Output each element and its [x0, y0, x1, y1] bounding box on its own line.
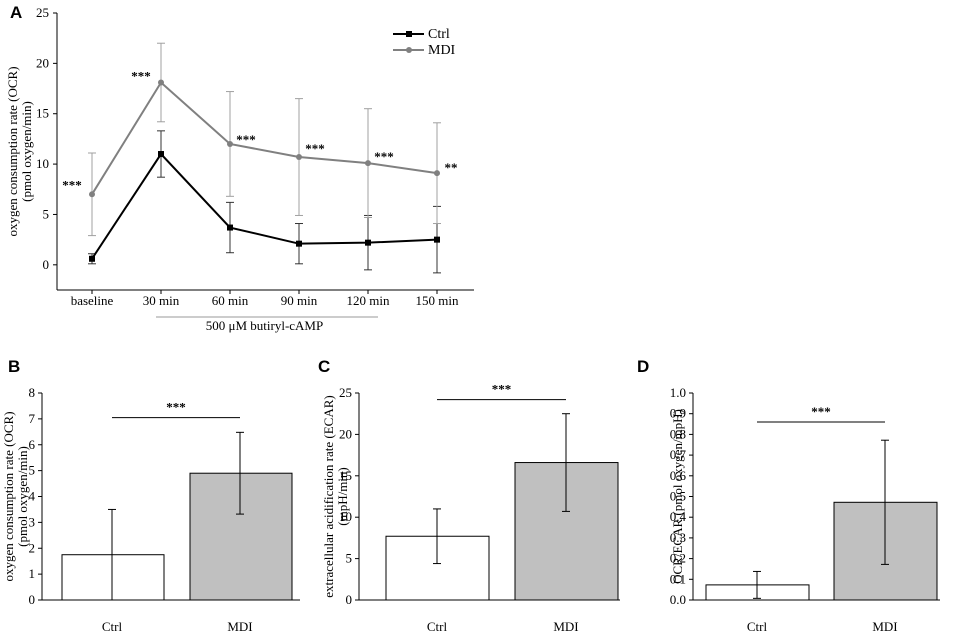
c-y-axis-title: extracellular acidification rate (ECAR) — [321, 395, 336, 597]
a-ctrl-point — [227, 224, 233, 231]
c-y-tick-label: 10 — [339, 509, 352, 524]
c-bar-mdi — [514, 462, 619, 601]
a-legend-mdi-marker — [406, 47, 412, 53]
c-significance-marker: *** — [492, 382, 512, 397]
b-x-tick-label: MDI — [227, 619, 252, 633]
a-x-tick-label: 150 min — [416, 293, 459, 308]
d-y-tick-label: 0.5 — [670, 489, 686, 504]
a-legend-mdi-label: MDI — [428, 43, 456, 58]
c-y-tick-label: 20 — [339, 426, 352, 441]
b-y-axis-title-2: (pmol oxygen/min) — [15, 446, 30, 547]
a-ctrl-point — [434, 236, 440, 243]
a-legend-ctrl-marker — [406, 31, 412, 37]
a-treatment-label: 500 μM butiryl-cAMP — [206, 318, 323, 333]
a-ctrl-point — [296, 240, 302, 247]
panel-label-c: C — [318, 357, 330, 376]
a-significance-marker: *** — [374, 149, 394, 164]
a-legend-ctrl-label: Ctrl — [428, 27, 450, 42]
b-bar-mdi — [189, 472, 293, 601]
a-y-axis-title-2: (pmol oxygen/min) — [19, 101, 34, 202]
a-mdi-point — [158, 79, 164, 86]
c-y-tick-label: 15 — [339, 468, 352, 483]
b-y-tick-label: 1 — [29, 566, 36, 581]
d-y-tick-label: 0.8 — [670, 426, 686, 441]
d-y-tick-label: 0.1 — [670, 571, 686, 586]
a-ctrl-point — [89, 255, 95, 262]
b-y-tick-label: 3 — [29, 514, 36, 529]
a-mdi-series-line — [91, 80, 438, 195]
c-y-tick-label: 0 — [346, 592, 353, 607]
b-bar-ctrl — [61, 554, 165, 601]
a-mdi-point — [227, 140, 233, 147]
a-significance-marker: *** — [236, 132, 256, 147]
d-y-axis-title: OCR/ECAR (pmol oxygen/mpH) — [670, 409, 685, 584]
a-mdi-point — [296, 154, 302, 161]
a-y-tick-label: 10 — [36, 156, 49, 171]
a-significance-marker: *** — [305, 141, 325, 156]
a-y-tick-label: 25 — [36, 5, 49, 20]
panel-label-b: B — [8, 357, 20, 376]
panel-label-a: A — [10, 3, 22, 22]
d-y-tick-label: 1.0 — [670, 385, 686, 400]
a-x-tick-label: 120 min — [347, 293, 390, 308]
a-significance-marker: *** — [131, 69, 151, 84]
b-y-tick-label: 0 — [29, 592, 36, 607]
a-ctrl-point — [158, 151, 164, 158]
b-x-tick-label: Ctrl — [102, 619, 123, 633]
d-significance-marker: *** — [811, 404, 831, 419]
a-ctrl-series-line — [91, 152, 438, 260]
a-y-tick-label: 5 — [43, 206, 50, 221]
b-y-tick-label: 5 — [29, 463, 36, 478]
c-y-tick-label: 5 — [346, 551, 353, 566]
b-y-tick-label: 4 — [29, 489, 36, 504]
c-y-axis-title-2: (mpH/min) — [335, 467, 350, 526]
b-significance-marker: *** — [166, 400, 186, 415]
d-y-tick-label: 0.3 — [670, 530, 686, 545]
b-y-tick-label: 8 — [29, 385, 36, 400]
d-y-tick-label: 0.0 — [670, 592, 686, 607]
d-x-tick-label: Ctrl — [747, 619, 768, 633]
a-significance-marker: *** — [62, 177, 82, 192]
c-y-tick-label: 25 — [339, 385, 352, 400]
d-y-tick-label: 0.9 — [670, 406, 686, 421]
a-y-tick-label: 15 — [36, 106, 49, 121]
a-y-axis-title: oxygen consumption rate (OCR) — [5, 66, 20, 236]
a-mdi-point — [434, 170, 440, 177]
b-y-tick-label: 7 — [29, 411, 36, 426]
d-y-tick-label: 0.7 — [670, 447, 687, 462]
panel-label-d: D — [637, 357, 649, 376]
d-y-tick-label: 0.4 — [670, 509, 687, 524]
d-y-tick-label: 0.2 — [670, 551, 686, 566]
a-ctrl-point — [365, 239, 371, 246]
a-x-tick-label: 60 min — [212, 293, 249, 308]
a-mdi-point — [89, 191, 95, 198]
b-y-axis-title: oxygen consumption rate (OCR) — [1, 411, 16, 581]
a-x-tick-label: 90 min — [281, 293, 318, 308]
c-x-tick-label: Ctrl — [427, 619, 448, 633]
a-y-tick-label: 0 — [43, 257, 50, 272]
a-x-tick-label: baseline — [71, 293, 114, 308]
b-y-tick-label: 2 — [29, 540, 36, 555]
a-y-tick-label: 20 — [36, 55, 49, 70]
b-y-tick-label: 6 — [29, 437, 36, 452]
d-x-tick-label: MDI — [872, 619, 897, 633]
c-x-tick-label: MDI — [553, 619, 578, 633]
a-x-tick-label: 30 min — [143, 293, 180, 308]
a-significance-marker: ** — [445, 160, 458, 175]
d-y-tick-label: 0.6 — [670, 468, 687, 483]
a-mdi-point — [365, 160, 371, 167]
